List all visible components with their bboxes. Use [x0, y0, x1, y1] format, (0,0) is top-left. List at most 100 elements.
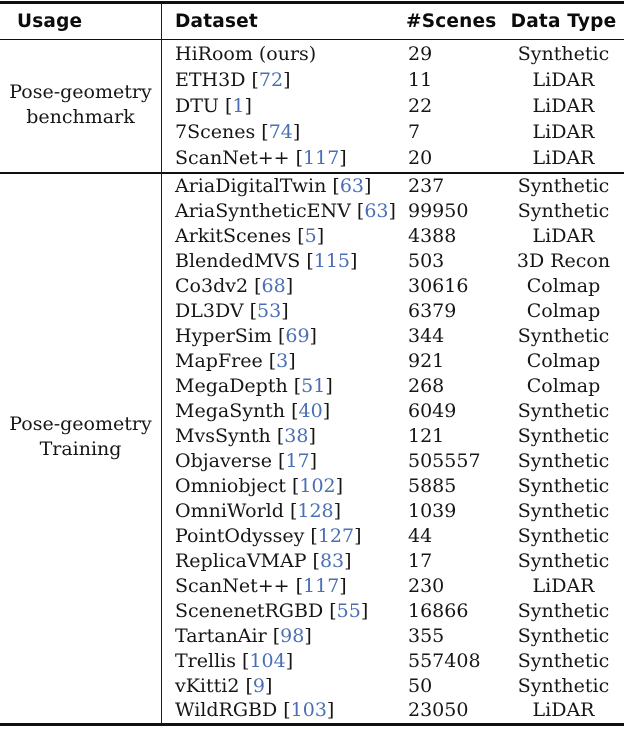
scenes-count-cell: 121	[408, 425, 445, 447]
column-header-scenes: #Scenes	[406, 10, 497, 32]
scenes-count-cell: 7	[408, 121, 421, 144]
dataset-cell: MvsSynth [38]	[175, 425, 316, 447]
scenes-count-cell: 4388	[408, 225, 457, 248]
scenes-count-cell: 16866	[408, 599, 469, 622]
dataset-name: vKitti2	[175, 674, 240, 697]
citation-link[interactable]: 104	[249, 649, 286, 672]
data-type-cell: Synthetic	[517, 674, 610, 697]
citation-link[interactable]: 115	[313, 250, 350, 273]
table-row: ArkitScenes [5] 4388 LiDAR	[0, 224, 624, 249]
table-row: MapFree [3] 921 Colmap	[0, 349, 624, 374]
citation-link[interactable]: 83	[319, 549, 345, 572]
dataset-name: Omniobject	[175, 474, 286, 497]
citation-link[interactable]: 51	[301, 375, 326, 398]
usage-label: Pose-geometry Training	[9, 412, 152, 460]
dataset-name: HyperSim	[175, 325, 272, 348]
citation-link[interactable]: 63	[339, 175, 365, 198]
citation-link[interactable]: 68	[261, 275, 286, 298]
dataset-name: MapFree	[175, 350, 263, 373]
scenes-count-cell: 11	[408, 68, 433, 91]
table-row: 7Scenes [74] 7 LiDAR	[0, 119, 624, 145]
dataset-cell: ScanNet++ [117]	[175, 147, 347, 170]
citation-link[interactable]: 53	[257, 300, 282, 323]
dataset-name: ScenenetRGBD	[175, 599, 324, 622]
dataset-cell: MapFree [3]	[175, 350, 296, 373]
data-type-cell: LiDAR	[532, 68, 595, 91]
data-type-cell: Synthetic	[517, 624, 610, 647]
table-row: HiRoom (ours) 29 Synthetic	[0, 41, 624, 67]
data-type-cell: Colmap	[526, 275, 601, 298]
dataset-name: ScanNet++	[175, 574, 290, 597]
dataset-name: ArkitScenes	[175, 225, 292, 248]
scenes-count-cell: 22	[408, 95, 433, 117]
data-type-cell: LiDAR	[532, 699, 595, 722]
data-type-cell: Colmap	[526, 350, 601, 373]
table-row: vKitti2 [9] 50 Synthetic	[0, 673, 624, 698]
table-row: TartanAir [98] 355 Synthetic	[0, 623, 624, 648]
dataset-cell: 7Scenes [74]	[175, 121, 301, 144]
table-row: AriaDigitalTwin [63] 237 Synthetic	[0, 174, 624, 199]
dataset-cell: TartanAir [98]	[175, 624, 312, 647]
citation-link[interactable]: 38	[284, 425, 309, 447]
citation-link[interactable]: 102	[299, 474, 336, 497]
citation-link[interactable]: 40	[298, 400, 323, 423]
section-pose-geometry-training: Pose-geometry Training AriaDigitalTwin [63…	[0, 174, 624, 723]
citation-link[interactable]: 127	[317, 524, 355, 547]
dataset-name: HiRoom (ours)	[175, 42, 317, 65]
citation-link[interactable]: 69	[285, 325, 310, 348]
citation-link[interactable]: 55	[336, 599, 361, 622]
dataset-cell: BlendedMVS [115]	[175, 250, 358, 273]
data-type-cell: LiDAR	[532, 95, 595, 117]
data-type-cell: Synthetic	[517, 599, 610, 622]
table-row: HyperSim [69] 344 Synthetic	[0, 324, 624, 349]
dataset-name: BlendedMVS	[175, 250, 301, 273]
dataset-name: MegaSynth	[175, 400, 286, 423]
dataset-cell: OmniWorld [128]	[175, 499, 342, 522]
citation-link[interactable]: 9	[252, 674, 265, 697]
scenes-count-cell: 44	[408, 524, 433, 547]
citation-link[interactable]: 74	[268, 121, 293, 144]
table-row: Objaverse [17] 505557 Synthetic	[0, 448, 624, 473]
data-type-cell: 3D Recon	[516, 250, 611, 273]
citation-link[interactable]: 72	[258, 68, 284, 91]
citation-link[interactable]: 3	[276, 350, 289, 373]
data-type-cell: Synthetic	[517, 649, 610, 672]
dataset-cell: ScanNet++ [117]	[175, 574, 347, 597]
citation-link[interactable]: 128	[297, 499, 334, 522]
citation-link[interactable]: 5	[304, 225, 317, 248]
data-type-cell: Synthetic	[517, 400, 610, 423]
scenes-count-cell: 1039	[408, 499, 457, 522]
scenes-count-cell: 505557	[408, 449, 481, 472]
header-rule	[0, 38, 624, 41]
data-type-cell: LiDAR	[532, 225, 595, 248]
citation-link[interactable]: 1	[232, 95, 245, 117]
scenes-count-cell: 6049	[408, 400, 457, 423]
dataset-cell: DL3DV [53]	[175, 300, 289, 323]
citation-link[interactable]: 63	[364, 200, 389, 223]
dataset-name: AriaSyntheticENV	[175, 200, 351, 223]
data-type-cell: Synthetic	[517, 42, 610, 65]
table-row: Omniobject [102] 5885 Synthetic	[0, 473, 624, 498]
table-row: ScanNet++ [117] 230 LiDAR	[0, 573, 624, 598]
citation-link[interactable]: 103	[290, 699, 327, 722]
table-row: DL3DV [53] 6379 Colmap	[0, 299, 624, 324]
citation-link[interactable]: 98	[280, 624, 305, 647]
section-pose-geometry-benchmark: Pose-geometry benchmark HiRoom (ours) 29 Syn…	[0, 41, 624, 172]
dataset-cell: PointOdyssey [127]	[175, 524, 362, 547]
dataset-name: AriaDigitalTwin	[175, 175, 327, 198]
dataset-cell: vKitti2 [9]	[175, 674, 273, 697]
dataset-name: PointOdyssey	[175, 524, 305, 547]
dataset-name: Co3dv2	[175, 275, 249, 298]
citation-link[interactable]: 17	[285, 449, 310, 472]
table-row: ScanNet++ [117] 20 LiDAR	[0, 145, 624, 171]
section-divider-rule	[0, 172, 624, 174]
citation-link[interactable]: 117	[303, 147, 340, 170]
table-row: Trellis [104] 557408 Synthetic	[0, 648, 624, 673]
data-type-cell: LiDAR	[532, 121, 595, 144]
citation-link[interactable]: 117	[303, 574, 340, 597]
data-type-cell: Synthetic	[517, 175, 610, 198]
table-row: MegaDepth [51] 268 Colmap	[0, 374, 624, 399]
scenes-count-cell: 557408	[408, 649, 481, 672]
data-type-cell: LiDAR	[532, 574, 595, 597]
